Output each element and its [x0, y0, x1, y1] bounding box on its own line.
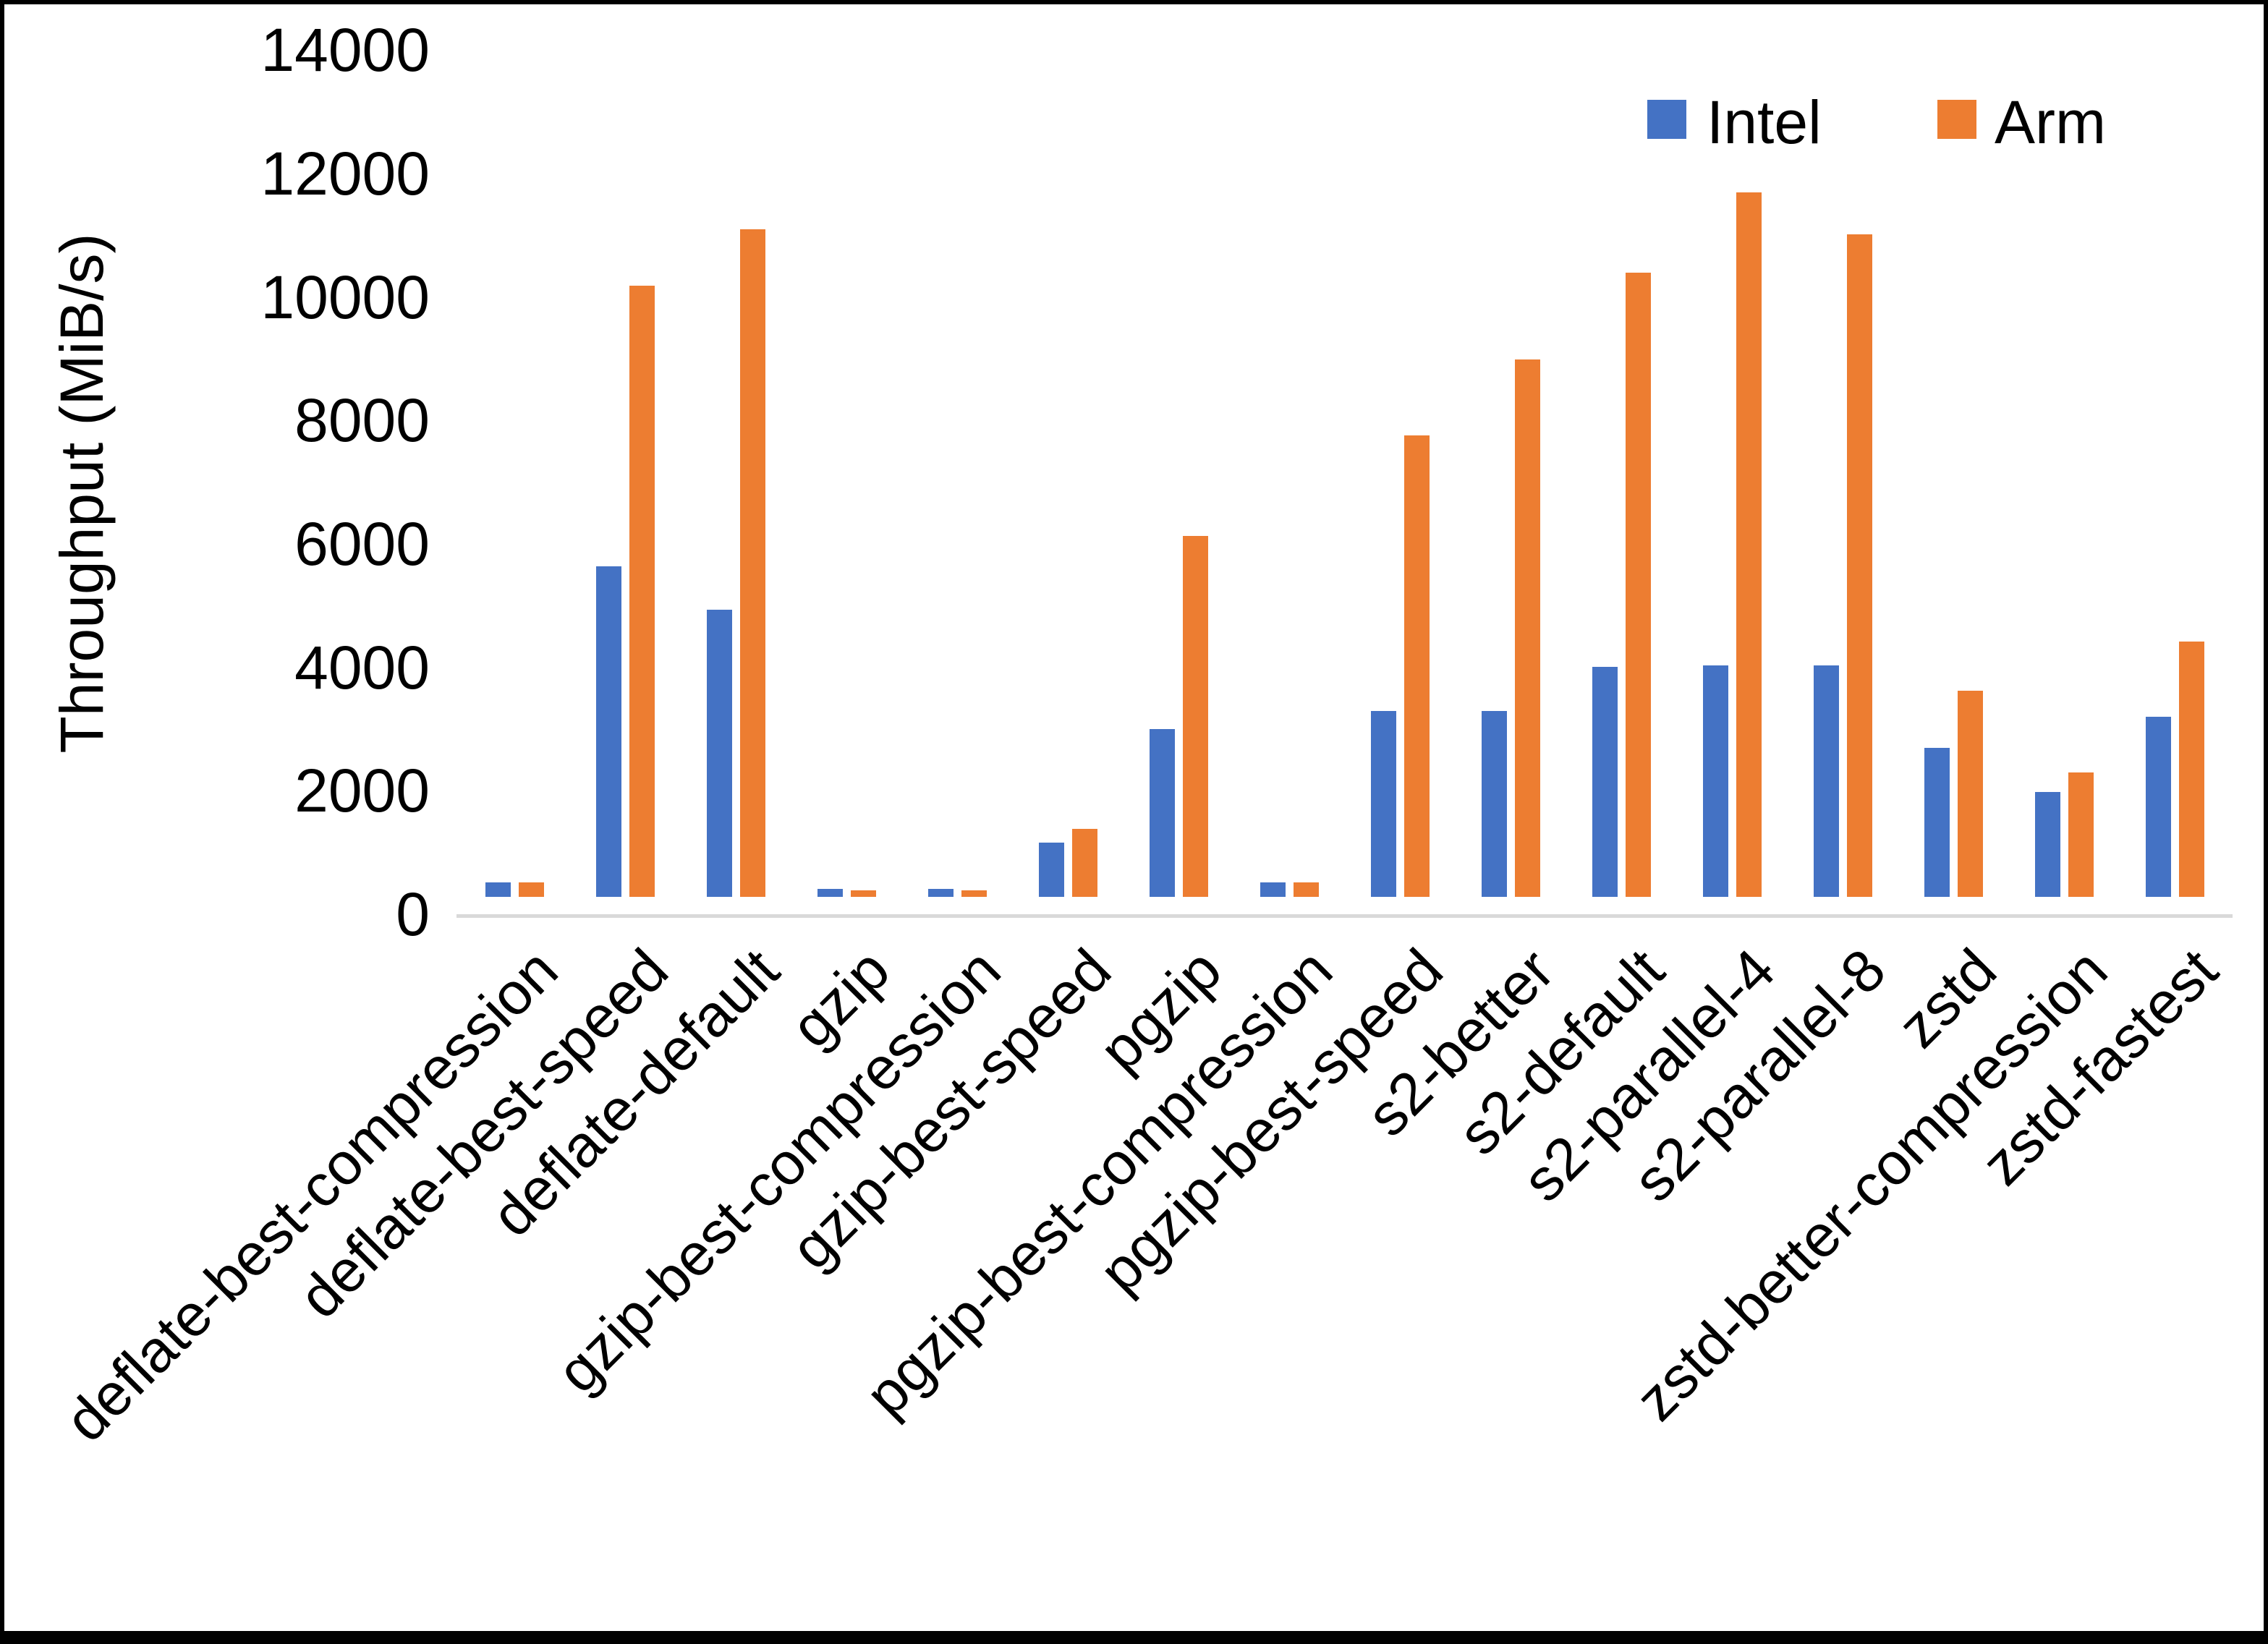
y-tick-label: 2000	[294, 757, 430, 825]
legend-swatch-arm-icon	[1937, 100, 1976, 139]
bar-intel-s2-better	[1482, 711, 1507, 897]
x-axis-line	[456, 914, 2233, 918]
bar-arm-zstd	[1958, 690, 1983, 897]
bar-intel-gzip-best-compression	[928, 888, 954, 897]
bar-arm-gzip	[851, 890, 876, 897]
bar-intel-zstd	[1924, 748, 1950, 897]
y-tick-label: 0	[396, 880, 430, 948]
plot-area: Throughput (MiB/s) Intel Arm deflate-bes…	[4, 4, 2264, 1631]
bar-arm-pgzip-best-compression	[1294, 882, 1319, 897]
bar-arm-pgzip-best-speed	[1404, 435, 1430, 897]
y-tick-label: 4000	[294, 633, 430, 702]
legend-label-arm: Arm	[1995, 88, 2106, 156]
bar-arm-zstd-fastest	[2179, 641, 2204, 897]
legend-swatch-intel-icon	[1647, 100, 1686, 139]
y-tick-label: 10000	[260, 263, 430, 331]
bar-intel-s2-parallel-4	[1703, 665, 1728, 897]
bar-intel-deflate-best-speed	[596, 566, 621, 897]
bar-intel-pgzip	[1150, 728, 1175, 897]
y-tick-label: 8000	[294, 386, 430, 455]
bar-arm-deflate-best-compression	[519, 882, 544, 897]
bar-intel-pgzip-best-speed	[1371, 711, 1396, 897]
bar-arm-s2-parallel-4	[1736, 192, 1762, 897]
bar-arm-s2-parallel-8	[1847, 234, 1872, 897]
bar-intel-s2-parallel-8	[1814, 665, 1839, 897]
bar-intel-gzip-best-speed	[1039, 842, 1064, 897]
bar-intel-deflate-best-compression	[485, 882, 511, 897]
bar-arm-deflate-best-speed	[629, 286, 655, 897]
bar-intel-s2-default	[1592, 666, 1618, 897]
bar-arm-s2-default	[1626, 273, 1651, 897]
y-tick-label: 6000	[294, 509, 430, 578]
bar-intel-deflate-default	[707, 610, 732, 897]
y-tick-label: 14000	[260, 16, 430, 85]
bar-arm-gzip-best-compression	[961, 890, 987, 897]
bar-arm-zstd-better-compression	[2068, 772, 2094, 897]
y-tick-label: 12000	[260, 139, 430, 208]
bar-arm-deflate-default	[740, 229, 765, 897]
legend-label-intel: Intel	[1707, 88, 1822, 156]
bar-arm-s2-better	[1515, 359, 1540, 897]
bar-intel-gzip	[817, 888, 843, 897]
bar-intel-pgzip-best-compression	[1260, 882, 1286, 897]
bar-intel-zstd-better-compression	[2035, 791, 2060, 897]
bar-arm-gzip-best-speed	[1072, 829, 1097, 897]
y-axis-title: Throughput (MiB/s)	[48, 233, 116, 754]
bar-arm-pgzip	[1183, 535, 1208, 897]
bar-intel-zstd-fastest	[2146, 716, 2171, 897]
